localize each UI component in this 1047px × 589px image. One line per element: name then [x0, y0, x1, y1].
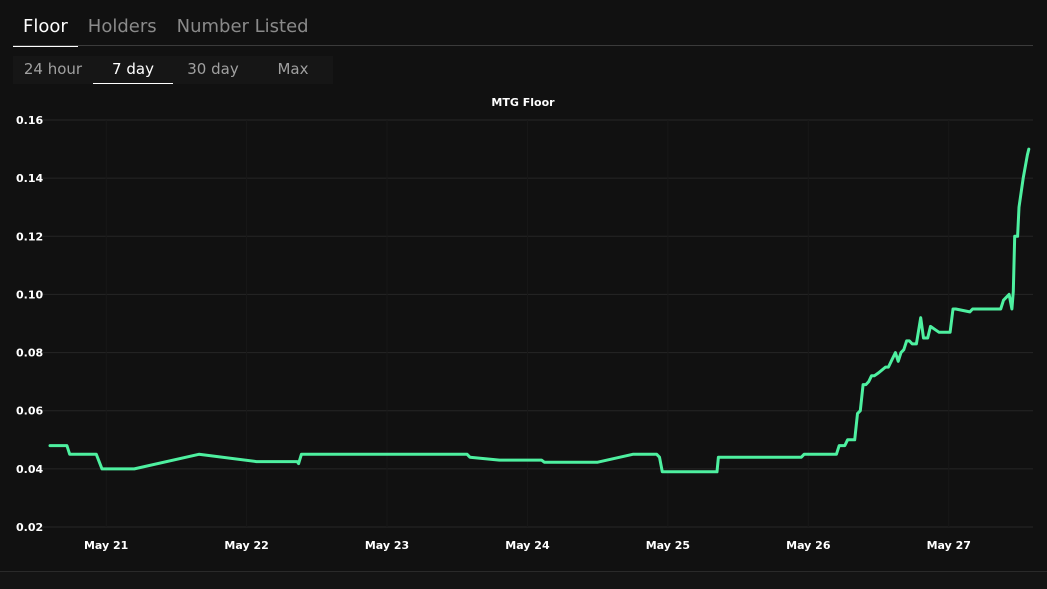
range-24-hour[interactable]: 24 hour: [23, 60, 83, 78]
range-30-day[interactable]: 30 day: [187, 60, 239, 78]
line-chart: MTG Floor 0.020.040.060.080.100.120.140.…: [16, 96, 1033, 552]
x-tick-label: May 26: [786, 539, 831, 552]
chart-title: MTG Floor: [491, 96, 555, 109]
series-layer: [48, 147, 1031, 474]
time-range-selector: 24 hour 7 day 30 day Max: [13, 56, 333, 84]
x-tick-label: May 21: [84, 539, 128, 552]
bottom-divider: [0, 571, 1047, 572]
x-tick-label: May 25: [646, 539, 690, 552]
tabs-divider: [13, 45, 1033, 46]
series-line: [48, 147, 1031, 474]
chart-area: MTG Floor 0.02 0.04 0.06 0.08 0.10 0.12 0.14 0.…: [0, 90, 1047, 560]
x-tick-label: May 23: [365, 539, 409, 552]
x-axis: May 21 May 22 May 23 May 24 May 25 May 26 May …: [84, 539, 971, 552]
tab-holders[interactable]: Holders: [87, 16, 157, 37]
grid: [40, 119, 1033, 528]
metric-tabs: Floor Holders Number Listed: [13, 10, 319, 47]
y-tick-label: 0.08: [16, 347, 43, 360]
y-axis: 0.02 0.04 0.06 0.08 0.10 0.12 0.14 0.16: [16, 114, 43, 534]
y-tick-label: 0.14: [16, 172, 43, 185]
range-7-day[interactable]: 7 day: [93, 56, 173, 84]
tab-number-listed[interactable]: Number Listed: [176, 16, 309, 37]
range-max[interactable]: Max: [277, 60, 309, 78]
y-tick-label: 0.16: [16, 114, 43, 127]
x-tick-label: May 24: [505, 539, 550, 552]
y-tick-label: 0.12: [16, 230, 43, 243]
tab-floor[interactable]: Floor: [13, 10, 78, 47]
y-tick-label: 0.06: [16, 405, 43, 418]
y-tick-label: 0.02: [16, 521, 43, 534]
x-tick-label: May 22: [224, 539, 268, 552]
y-tick-label: 0.04: [16, 463, 43, 476]
y-tick-label: 0.10: [16, 288, 43, 301]
x-tick-label: May 27: [927, 539, 971, 552]
bottom-bar: [0, 572, 1047, 589]
